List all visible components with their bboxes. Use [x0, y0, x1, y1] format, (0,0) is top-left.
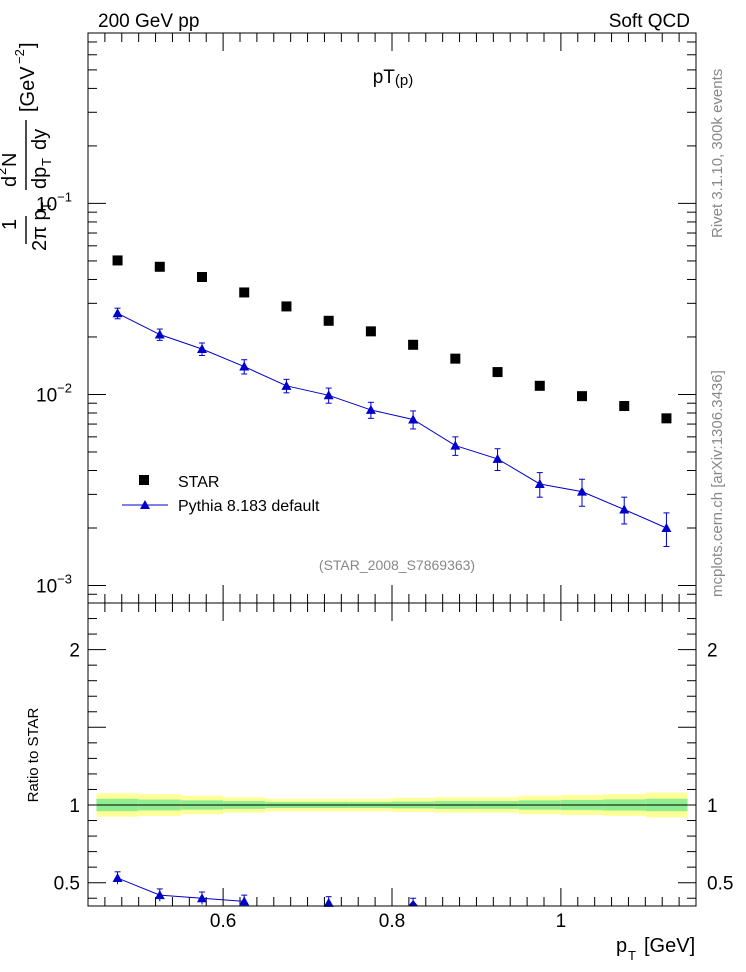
svg-text:N: N [0, 153, 21, 167]
ratio-point [197, 893, 207, 903]
ratio-y-axis-label: Ratio to STAR [25, 707, 42, 802]
ratio-y-tick-label-left: 1 [69, 796, 80, 817]
main-panel: 10−110−210−3 pT(p) (STAR_2008_S7869363) … [0, 32, 697, 604]
plot-title: pT(p) [373, 67, 414, 89]
ratio-y-tick-label-right: 2 [707, 641, 718, 662]
pythia-point [577, 486, 587, 496]
ratio-point [154, 890, 165, 900]
y-tick-label: 10−3 [36, 572, 72, 598]
star-point [492, 367, 503, 378]
svg-text:[GeV: [GeV [17, 66, 39, 112]
star-point [450, 353, 461, 364]
main-axis-ticks [87, 33, 697, 603]
pythia-point [661, 523, 672, 533]
svg-text:dy: dy [29, 129, 51, 150]
pythia-point [112, 308, 123, 318]
pythia-point [450, 440, 461, 450]
pythia-point [534, 478, 545, 488]
ratio-frame [87, 602, 697, 907]
svg-text:2: 2 [0, 168, 9, 175]
legend: STAR Pythia 8.183 default [122, 474, 320, 515]
pythia-point [323, 390, 334, 400]
star-point [154, 261, 165, 272]
y-tick-label: 10−1 [36, 189, 72, 215]
pythia-point [365, 404, 376, 414]
x-axis-label: p T [GeV] [616, 935, 695, 963]
svg-text:−2: −2 [12, 49, 27, 64]
pythia-line [117, 312, 667, 529]
ratio-point [112, 873, 123, 883]
ratio-point [239, 896, 250, 906]
header-energy-label: 200 GeV pp [98, 11, 199, 32]
svg-text:T: T [39, 158, 54, 166]
pythia-point [408, 414, 419, 424]
ratio-point [408, 900, 419, 906]
pythia-point [239, 361, 250, 371]
x-tick-label: 0.8 [379, 911, 405, 932]
svg-text:2π p: 2π p [29, 209, 51, 251]
ratio-y-tick-label-right: 1 [707, 796, 718, 817]
star-point [408, 339, 419, 350]
svg-text:dp: dp [29, 167, 51, 189]
mcplots-label: mcplots.cern.ch [arXiv:1306.3436] [709, 370, 726, 597]
star-point [281, 301, 292, 312]
star-point [534, 380, 545, 391]
svg-text:]: ] [17, 42, 39, 48]
ratio-panel: 0.5 0.5 1 1 2 2 0.6 0.8 1 Ratio to STAR p T [GeV… [25, 602, 734, 963]
legend-star-label: STAR [178, 474, 219, 491]
pythia-point [492, 453, 503, 463]
svg-text:d: d [0, 176, 21, 187]
star-point [197, 272, 207, 283]
svg-text:1: 1 [0, 219, 21, 230]
main-y-tick-labels: 10−1 10−2 10−3 [36, 189, 72, 597]
legend-pythia-label: Pythia 8.183 default [178, 498, 320, 515]
ratio-point [323, 897, 334, 907]
x-tick-label: 0.6 [210, 911, 236, 932]
star-point [577, 391, 587, 402]
main-frame [87, 32, 697, 604]
y-tick-label: 10−2 [36, 380, 72, 406]
ratio-series-marks [112, 871, 419, 907]
star-point [323, 315, 334, 326]
main-y-axis-label: 1 2π p T d 2 N dp T dy [GeV −2 ] [0, 42, 54, 251]
header-process-label: Soft QCD [609, 11, 690, 32]
pythia-point [619, 504, 630, 514]
main-series-marks [112, 255, 672, 548]
ratio-y-tick-label-left: 0.5 [54, 874, 80, 895]
x-tick-label: 1 [556, 911, 567, 932]
ratio-tick-labels: 0.5 0.5 1 1 2 2 0.6 0.8 1 [54, 641, 734, 932]
star-point [619, 401, 630, 412]
svg-text:T: T [628, 948, 636, 963]
star-point [112, 255, 123, 266]
ratio-y-tick-label-right: 0.5 [707, 874, 733, 895]
legend-pythia-marker [140, 500, 150, 509]
pythia-point [154, 329, 165, 339]
ratio-y-tick-label-left: 2 [69, 641, 80, 662]
star-point [239, 287, 250, 298]
pythia-point [281, 380, 292, 390]
legend-star-marker [139, 475, 149, 485]
ratio-axis-ticks [87, 602, 697, 906]
analysis-watermark: (STAR_2008_S7869363) [319, 557, 475, 573]
star-point [365, 326, 376, 337]
svg-text:[GeV]: [GeV] [644, 935, 695, 957]
rivet-version-label: Rivet 3.1.10, 300k events [709, 69, 726, 238]
pythia-point [197, 343, 207, 353]
svg-text:T: T [39, 202, 54, 210]
ratio-line [117, 877, 245, 902]
svg-text:p: p [616, 935, 627, 957]
star-point [661, 413, 672, 424]
